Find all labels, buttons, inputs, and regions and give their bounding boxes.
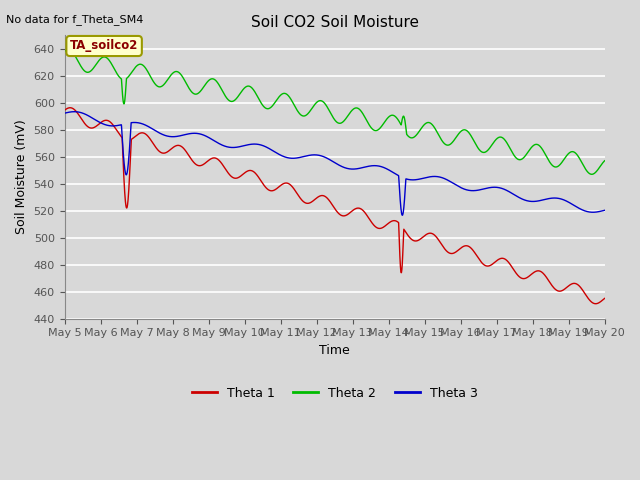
Text: TA_soilco2: TA_soilco2 — [70, 39, 138, 52]
Legend: Theta 1, Theta 2, Theta 3: Theta 1, Theta 2, Theta 3 — [186, 382, 483, 405]
Y-axis label: Soil Moisture (mV): Soil Moisture (mV) — [15, 120, 28, 234]
Text: No data for f_Theta_SM4: No data for f_Theta_SM4 — [6, 14, 144, 25]
X-axis label: Time: Time — [319, 344, 350, 357]
Title: Soil CO2 Soil Moisture: Soil CO2 Soil Moisture — [251, 15, 419, 30]
